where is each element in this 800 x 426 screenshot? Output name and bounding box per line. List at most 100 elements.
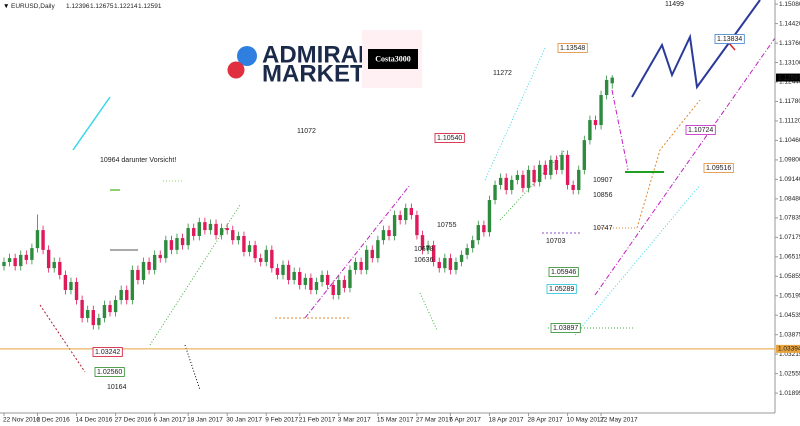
annotation-box xyxy=(434,133,465,143)
annotation-box xyxy=(714,34,745,44)
candle-body xyxy=(152,254,157,270)
candle-body xyxy=(560,154,564,170)
candle-body xyxy=(537,164,542,183)
trend-line xyxy=(594,37,776,296)
decorations xyxy=(39,0,776,391)
x-tick-label: 28 Apr 2017 xyxy=(528,417,563,424)
candle-body xyxy=(510,179,514,190)
projection-path xyxy=(631,0,761,98)
candle-body xyxy=(108,305,112,313)
x-tick-label: 2 Dec 2016 xyxy=(36,417,70,424)
y-tick-label: 1.02555 xyxy=(779,370,800,377)
candle-body xyxy=(565,154,570,185)
trend-line xyxy=(149,204,241,346)
candle-body xyxy=(320,274,324,283)
candle-body xyxy=(420,235,425,250)
x-tick-label: 27 Dec 2016 xyxy=(115,417,152,424)
candle-body xyxy=(493,184,497,201)
candle-body xyxy=(554,159,559,170)
candle-body xyxy=(97,318,101,326)
candle-body xyxy=(387,230,391,236)
x-tick-label: 21 Feb 2017 xyxy=(299,417,336,424)
annotation: 1.10540 xyxy=(437,135,462,142)
y-tick-label: 1.05855 xyxy=(779,273,800,280)
trend-line xyxy=(72,96,111,151)
candle-body xyxy=(443,258,447,269)
x-tick-label: 6 Apr 2017 xyxy=(449,417,481,424)
current-price-box xyxy=(776,73,800,82)
candle-body xyxy=(203,222,207,231)
candle-body xyxy=(69,282,73,290)
trend-line xyxy=(39,304,86,373)
y-tick-label: 1.06515 xyxy=(779,254,800,261)
annotation: 1.02560 xyxy=(97,369,122,376)
x-tick-label: 9 Feb 2017 xyxy=(265,417,298,424)
candle-body xyxy=(325,274,330,285)
candle-body xyxy=(86,310,90,319)
candle-body xyxy=(41,230,45,250)
chart-title: EURUSD,Daily xyxy=(11,3,55,10)
annotation: 10964 darunter Vorsicht! xyxy=(100,157,176,164)
annotation: 1.09516 xyxy=(706,165,731,172)
candle-body xyxy=(498,177,503,185)
annotation: 10703 xyxy=(546,238,566,245)
x-tick-label: 18 Apr 2017 xyxy=(488,417,523,424)
y-tick-label: 1.11780 xyxy=(779,98,800,105)
candle-body xyxy=(370,249,374,259)
trend-line xyxy=(304,184,411,319)
logo-dot xyxy=(237,46,257,66)
candle-body xyxy=(231,230,235,241)
candles xyxy=(2,75,614,330)
candle-body xyxy=(286,264,291,280)
candle-body xyxy=(30,248,34,260)
logo-text: ADMIRAL xyxy=(262,41,373,68)
y-tick-label: 1.10460 xyxy=(779,137,800,144)
candle-body xyxy=(431,245,436,262)
candle-body xyxy=(214,223,218,236)
y-tick-label: 1.09140 xyxy=(779,176,800,183)
x-tick-label: 22 Nov 2016 xyxy=(3,417,40,424)
candle-body xyxy=(158,254,162,259)
candle-body xyxy=(549,159,553,175)
x-tick-label: 30 Jan 2017 xyxy=(226,417,262,424)
candle-body xyxy=(19,254,23,267)
candle-body xyxy=(426,245,430,250)
candle-body xyxy=(471,240,475,249)
y-tick-label: 1.07175 xyxy=(779,234,800,241)
annotation: 10678 xyxy=(414,246,434,253)
candle-body xyxy=(437,261,441,269)
x-tick-label: 3 Mar 2017 xyxy=(338,417,371,424)
y-tick-label: 1.04535 xyxy=(779,312,800,319)
x-tick-label: 22 May 2017 xyxy=(600,417,638,424)
candle-body xyxy=(415,215,419,236)
candle-body xyxy=(175,238,179,250)
candle-body xyxy=(180,238,185,246)
candle-body xyxy=(588,120,592,141)
trend-line xyxy=(636,99,701,229)
candle-body xyxy=(275,268,280,275)
annotation-box xyxy=(685,125,716,135)
level-label-box xyxy=(776,344,800,353)
header-low: 1.12214 xyxy=(114,3,138,10)
x-tick-label: 14 Dec 2016 xyxy=(76,417,113,424)
y-tick-label: 1.11120 xyxy=(779,118,800,125)
y-tick-label: 1.01895 xyxy=(779,390,800,397)
y-tick-label: 1.05195 xyxy=(779,292,800,299)
x-tick-label: 18 Jan 2017 xyxy=(187,417,223,424)
candle-body xyxy=(454,261,458,270)
watermark-text: Costa3000 xyxy=(375,54,411,63)
candle-body xyxy=(337,279,341,295)
candle-body xyxy=(303,277,308,285)
annotation: 1.13548 xyxy=(560,45,585,52)
candle-body xyxy=(381,230,386,241)
candle-body xyxy=(147,261,151,270)
candle-body xyxy=(476,225,480,241)
candle-body xyxy=(2,261,6,267)
candle-body xyxy=(593,120,598,126)
logo-text: MARKETS xyxy=(262,60,381,87)
x-tick-label: 27 Mar 2017 xyxy=(416,417,453,424)
y-tick-label: 1.15080 xyxy=(779,1,800,8)
annotation: 10856 xyxy=(593,192,613,199)
trend-line xyxy=(611,89,629,171)
